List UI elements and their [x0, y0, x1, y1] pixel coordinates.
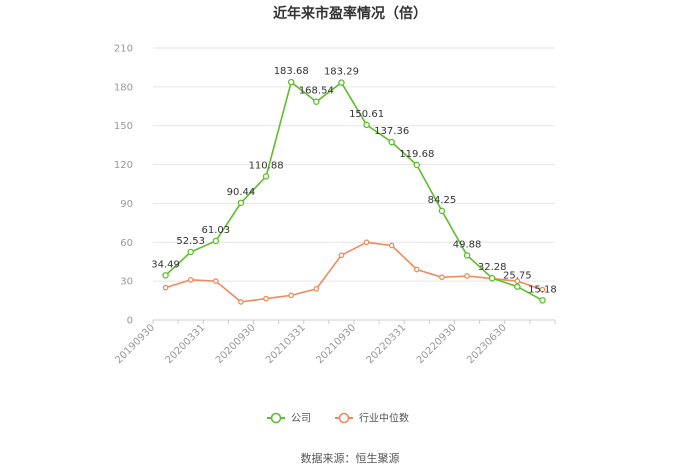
y-tick-label: 60 — [120, 238, 133, 249]
y-tick-label: 30 — [120, 277, 133, 288]
legend-label: 公司 — [291, 414, 311, 425]
data-label: 137.36 — [374, 126, 409, 137]
series-layer — [162, 78, 546, 305]
data-point[interactable] — [313, 286, 320, 292]
data-label: 61.03 — [201, 225, 230, 236]
data-point[interactable] — [539, 297, 546, 304]
data-label: 25.75 — [503, 271, 532, 282]
data-label: 32.28 — [478, 262, 507, 273]
data-point[interactable] — [187, 276, 194, 283]
data-label: 150.61 — [349, 109, 384, 120]
series-line-0 — [165, 80, 543, 302]
data-point[interactable] — [162, 272, 169, 279]
data-point[interactable] — [514, 283, 521, 290]
data-label: 183.68 — [274, 66, 309, 77]
chart-title: 近年来市盈率情况（倍） — [273, 5, 427, 22]
y-tick-label: 0 — [127, 316, 133, 327]
data-label: 90.44 — [227, 187, 256, 198]
y-axis: 0 30 60 90 120 150 180 210 — [114, 44, 133, 327]
data-point[interactable] — [263, 295, 269, 302]
data-point[interactable] — [262, 173, 270, 180]
y-tick-label: 120 — [114, 160, 133, 171]
y-tick-label: 90 — [120, 199, 133, 210]
data-label: 119.68 — [399, 149, 434, 160]
data-point[interactable] — [338, 79, 345, 86]
data-point[interactable] — [463, 252, 471, 259]
x-tick-label: 20220930 — [415, 322, 459, 366]
data-point[interactable] — [514, 278, 521, 284]
data-point[interactable] — [338, 252, 345, 259]
data-label: 15.18 — [528, 284, 557, 295]
data-point[interactable] — [413, 161, 421, 169]
data-point[interactable] — [413, 266, 420, 273]
data-point[interactable] — [287, 78, 295, 86]
data-label: 34.49 — [151, 259, 180, 270]
x-axis: 20190930 20200331 20200930 20210331 20210930… — [113, 319, 556, 366]
data-point[interactable] — [388, 138, 395, 146]
x-tick-label: 20210930 — [314, 322, 358, 366]
legend-label: 行业中位数 — [359, 412, 409, 425]
y-tick-label: 150 — [114, 121, 133, 132]
y-tick-label: 180 — [114, 82, 133, 93]
data-label: 49.88 — [453, 239, 482, 250]
data-point[interactable] — [237, 199, 245, 207]
x-tick-label: 20230630 — [465, 322, 509, 366]
data-point[interactable] — [438, 207, 446, 215]
grid-lines — [153, 47, 555, 282]
data-point[interactable] — [212, 278, 219, 284]
data-point[interactable] — [363, 239, 370, 246]
data-label: 84.25 — [428, 195, 457, 206]
data-label: 168.54 — [299, 86, 334, 97]
legend-marker-icon — [338, 412, 350, 424]
x-tick-label: 20210331 — [264, 322, 308, 366]
data-point[interactable] — [539, 286, 546, 293]
data-point[interactable] — [212, 237, 220, 245]
data-point[interactable] — [238, 299, 244, 305]
data-label: 110.88 — [249, 160, 284, 171]
x-tick-label: 20190930 — [113, 322, 157, 366]
data-point[interactable] — [162, 284, 169, 291]
legend[interactable]: 公司 行业中位数 — [267, 412, 409, 425]
data-label: 183.29 — [324, 67, 359, 78]
legend-item-0[interactable]: 公司 — [267, 412, 311, 425]
data-point[interactable] — [187, 248, 194, 256]
data-point[interactable] — [388, 242, 395, 249]
data-label: 52.53 — [176, 236, 205, 247]
data-point[interactable] — [439, 274, 445, 281]
legend-marker-icon — [270, 412, 282, 424]
series-line-1 — [165, 241, 543, 303]
legend-item-1[interactable]: 行业中位数 — [335, 412, 409, 425]
data-point[interactable] — [488, 274, 496, 282]
x-tick-label: 20220331 — [365, 322, 409, 366]
data-point[interactable] — [288, 292, 295, 299]
source-note: 数据来源：恒生聚源 — [301, 451, 400, 465]
data-point[interactable] — [363, 121, 370, 129]
x-tick-label: 20200331 — [164, 322, 208, 366]
data-point[interactable] — [313, 98, 320, 105]
x-tick-label: 20200930 — [214, 322, 258, 366]
data-point[interactable] — [464, 273, 470, 279]
y-tick-label: 210 — [114, 44, 133, 55]
